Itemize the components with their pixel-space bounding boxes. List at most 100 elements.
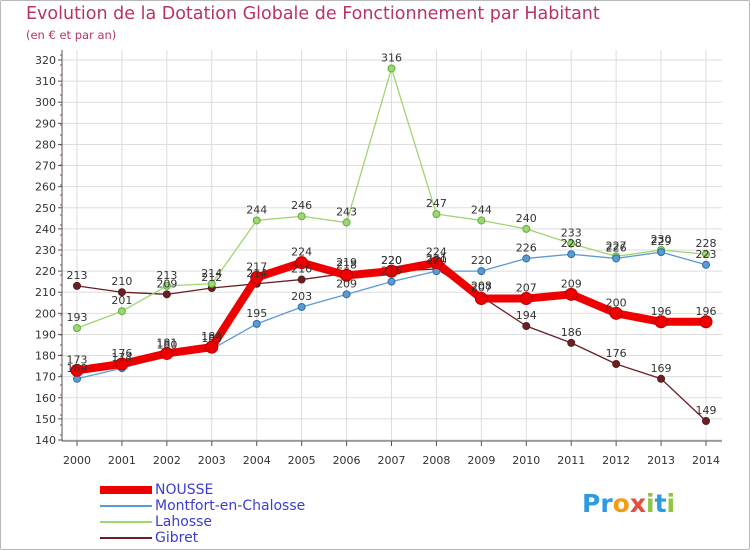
data-label-gibret: 212: [201, 271, 222, 284]
grid: [62, 50, 722, 441]
data-point-nousse: [519, 292, 533, 306]
data-label-gibret: 216: [291, 263, 312, 276]
data-label-lahosse: 316: [381, 51, 402, 64]
data-label-lahosse: 227: [606, 239, 627, 252]
data-label-montfort-en-chalosse: 226: [516, 241, 537, 254]
data-label-gibret: 209: [156, 277, 177, 290]
data-label-lahosse: 247: [426, 197, 447, 210]
data-label-gibret: 221: [426, 252, 447, 265]
proxiti-logo: Proxiti: [582, 489, 675, 518]
data-label-lahosse: 240: [516, 212, 537, 225]
x-tick-label: 2004: [243, 454, 271, 467]
data-label-gibret: 176: [606, 347, 627, 360]
data-point-lahosse: [117, 307, 126, 316]
logo-letter: o: [612, 489, 630, 518]
data-label-montfort-en-chalosse: 228: [561, 237, 582, 250]
legend-label-gibret: Gibret: [155, 530, 199, 546]
logo-letter: i: [646, 489, 655, 518]
data-point-gibret: [522, 322, 531, 330]
data-point-nousse: [250, 270, 264, 284]
x-tick-label: 2007: [378, 454, 406, 467]
data-point-nousse: [699, 315, 713, 329]
data-point-gibret: [297, 275, 306, 284]
y-tick-label: 190: [35, 328, 56, 341]
data-label-nousse: 196: [651, 305, 672, 318]
x-tick-label: 2008: [422, 454, 450, 467]
data-label-nousse: 217: [246, 260, 267, 273]
data-label-montfort-en-chalosse: 180: [156, 339, 177, 352]
data-label-lahosse: 243: [336, 206, 357, 219]
data-label-montfort-en-chalosse: 229: [651, 235, 672, 248]
data-point-montfort-en-chalosse: [297, 303, 306, 311]
legend-swatch-gibret: [100, 537, 152, 539]
data-label-nousse: 218: [336, 258, 357, 271]
data-point-nousse: [160, 346, 174, 360]
data-point-montfort-en-chalosse: [477, 267, 486, 276]
y-tick-label: 260: [35, 181, 56, 194]
data-label-gibret: 208: [471, 279, 492, 292]
data-label-lahosse: 230: [651, 233, 672, 246]
data-point-lahosse: [567, 239, 576, 248]
data-point-nousse: [429, 256, 443, 270]
y-tick-label: 230: [35, 244, 56, 257]
logo-letter: x: [629, 489, 646, 518]
legend-swatch-nousse: [100, 486, 152, 494]
data-label-montfort-en-chalosse: 226: [606, 241, 627, 254]
x-tick-label: 2011: [557, 454, 585, 467]
data-point-montfort-en-chalosse: [342, 290, 351, 299]
x-tick-label: 2009: [467, 454, 495, 467]
logo-letter: P: [582, 489, 601, 518]
y-tick-label: 320: [35, 54, 56, 67]
y-tick-label: 300: [35, 96, 56, 109]
data-point-lahosse: [387, 64, 396, 73]
y-tick-label: 240: [35, 223, 56, 236]
data-point-lahosse: [73, 324, 81, 333]
data-label-montfort-en-chalosse: 183: [201, 332, 222, 345]
data-point-lahosse: [162, 281, 171, 290]
y-tick-label: 220: [35, 265, 56, 278]
data-label-nousse: 224: [291, 246, 312, 259]
data-label-gibret: 210: [111, 275, 132, 288]
data-point-nousse: [564, 287, 578, 301]
data-label-gibret: 219: [336, 256, 357, 269]
data-point-lahosse: [702, 250, 710, 259]
x-tick-label: 2001: [108, 454, 136, 467]
data-point-gibret: [567, 338, 576, 347]
data-label-lahosse: 244: [246, 203, 267, 216]
data-point-nousse: [70, 363, 84, 377]
y-tick-label: 170: [35, 371, 56, 384]
legend-swatch-lahosse: [100, 521, 152, 523]
y-tick-label: 280: [35, 138, 56, 151]
data-point-nousse: [340, 268, 354, 282]
data-label-montfort-en-chalosse: 195: [246, 307, 267, 320]
x-tick-label: 2013: [647, 454, 675, 467]
y-tick-label: 270: [35, 160, 56, 173]
y-tick-label: 180: [35, 350, 56, 363]
legend-swatch-montfort: [100, 505, 152, 507]
data-label-gibret: 220: [381, 254, 402, 267]
data-point-gibret: [73, 281, 81, 290]
data-point-montfort-en-chalosse: [567, 250, 576, 259]
data-point-gibret: [612, 360, 621, 368]
data-point-montfort-en-chalosse: [612, 254, 621, 263]
data-label-montfort-en-chalosse: 203: [291, 290, 312, 303]
data-point-gibret: [702, 417, 710, 425]
data-point-nousse: [115, 357, 129, 371]
data-label-montfort-en-chalosse: 215: [381, 265, 402, 278]
data-label-lahosse: 201: [111, 294, 132, 307]
series-group: [70, 64, 713, 425]
data-label-nousse: 207: [471, 282, 492, 295]
data-label-lahosse: 193: [67, 311, 88, 324]
data-label-nousse: 176: [111, 347, 132, 360]
data-label-nousse: 224: [426, 246, 447, 259]
x-tick-label: 2010: [512, 454, 540, 467]
y-tick-label: 140: [35, 434, 56, 447]
logo-letter: r: [600, 489, 613, 518]
data-point-lahosse: [342, 218, 351, 227]
data-point-gibret: [657, 374, 666, 383]
data-point-montfort-en-chalosse: [387, 277, 396, 286]
x-tick-label: 2003: [198, 454, 226, 467]
logo-letter: i: [666, 489, 676, 518]
x-tick-label: 2000: [63, 454, 91, 467]
